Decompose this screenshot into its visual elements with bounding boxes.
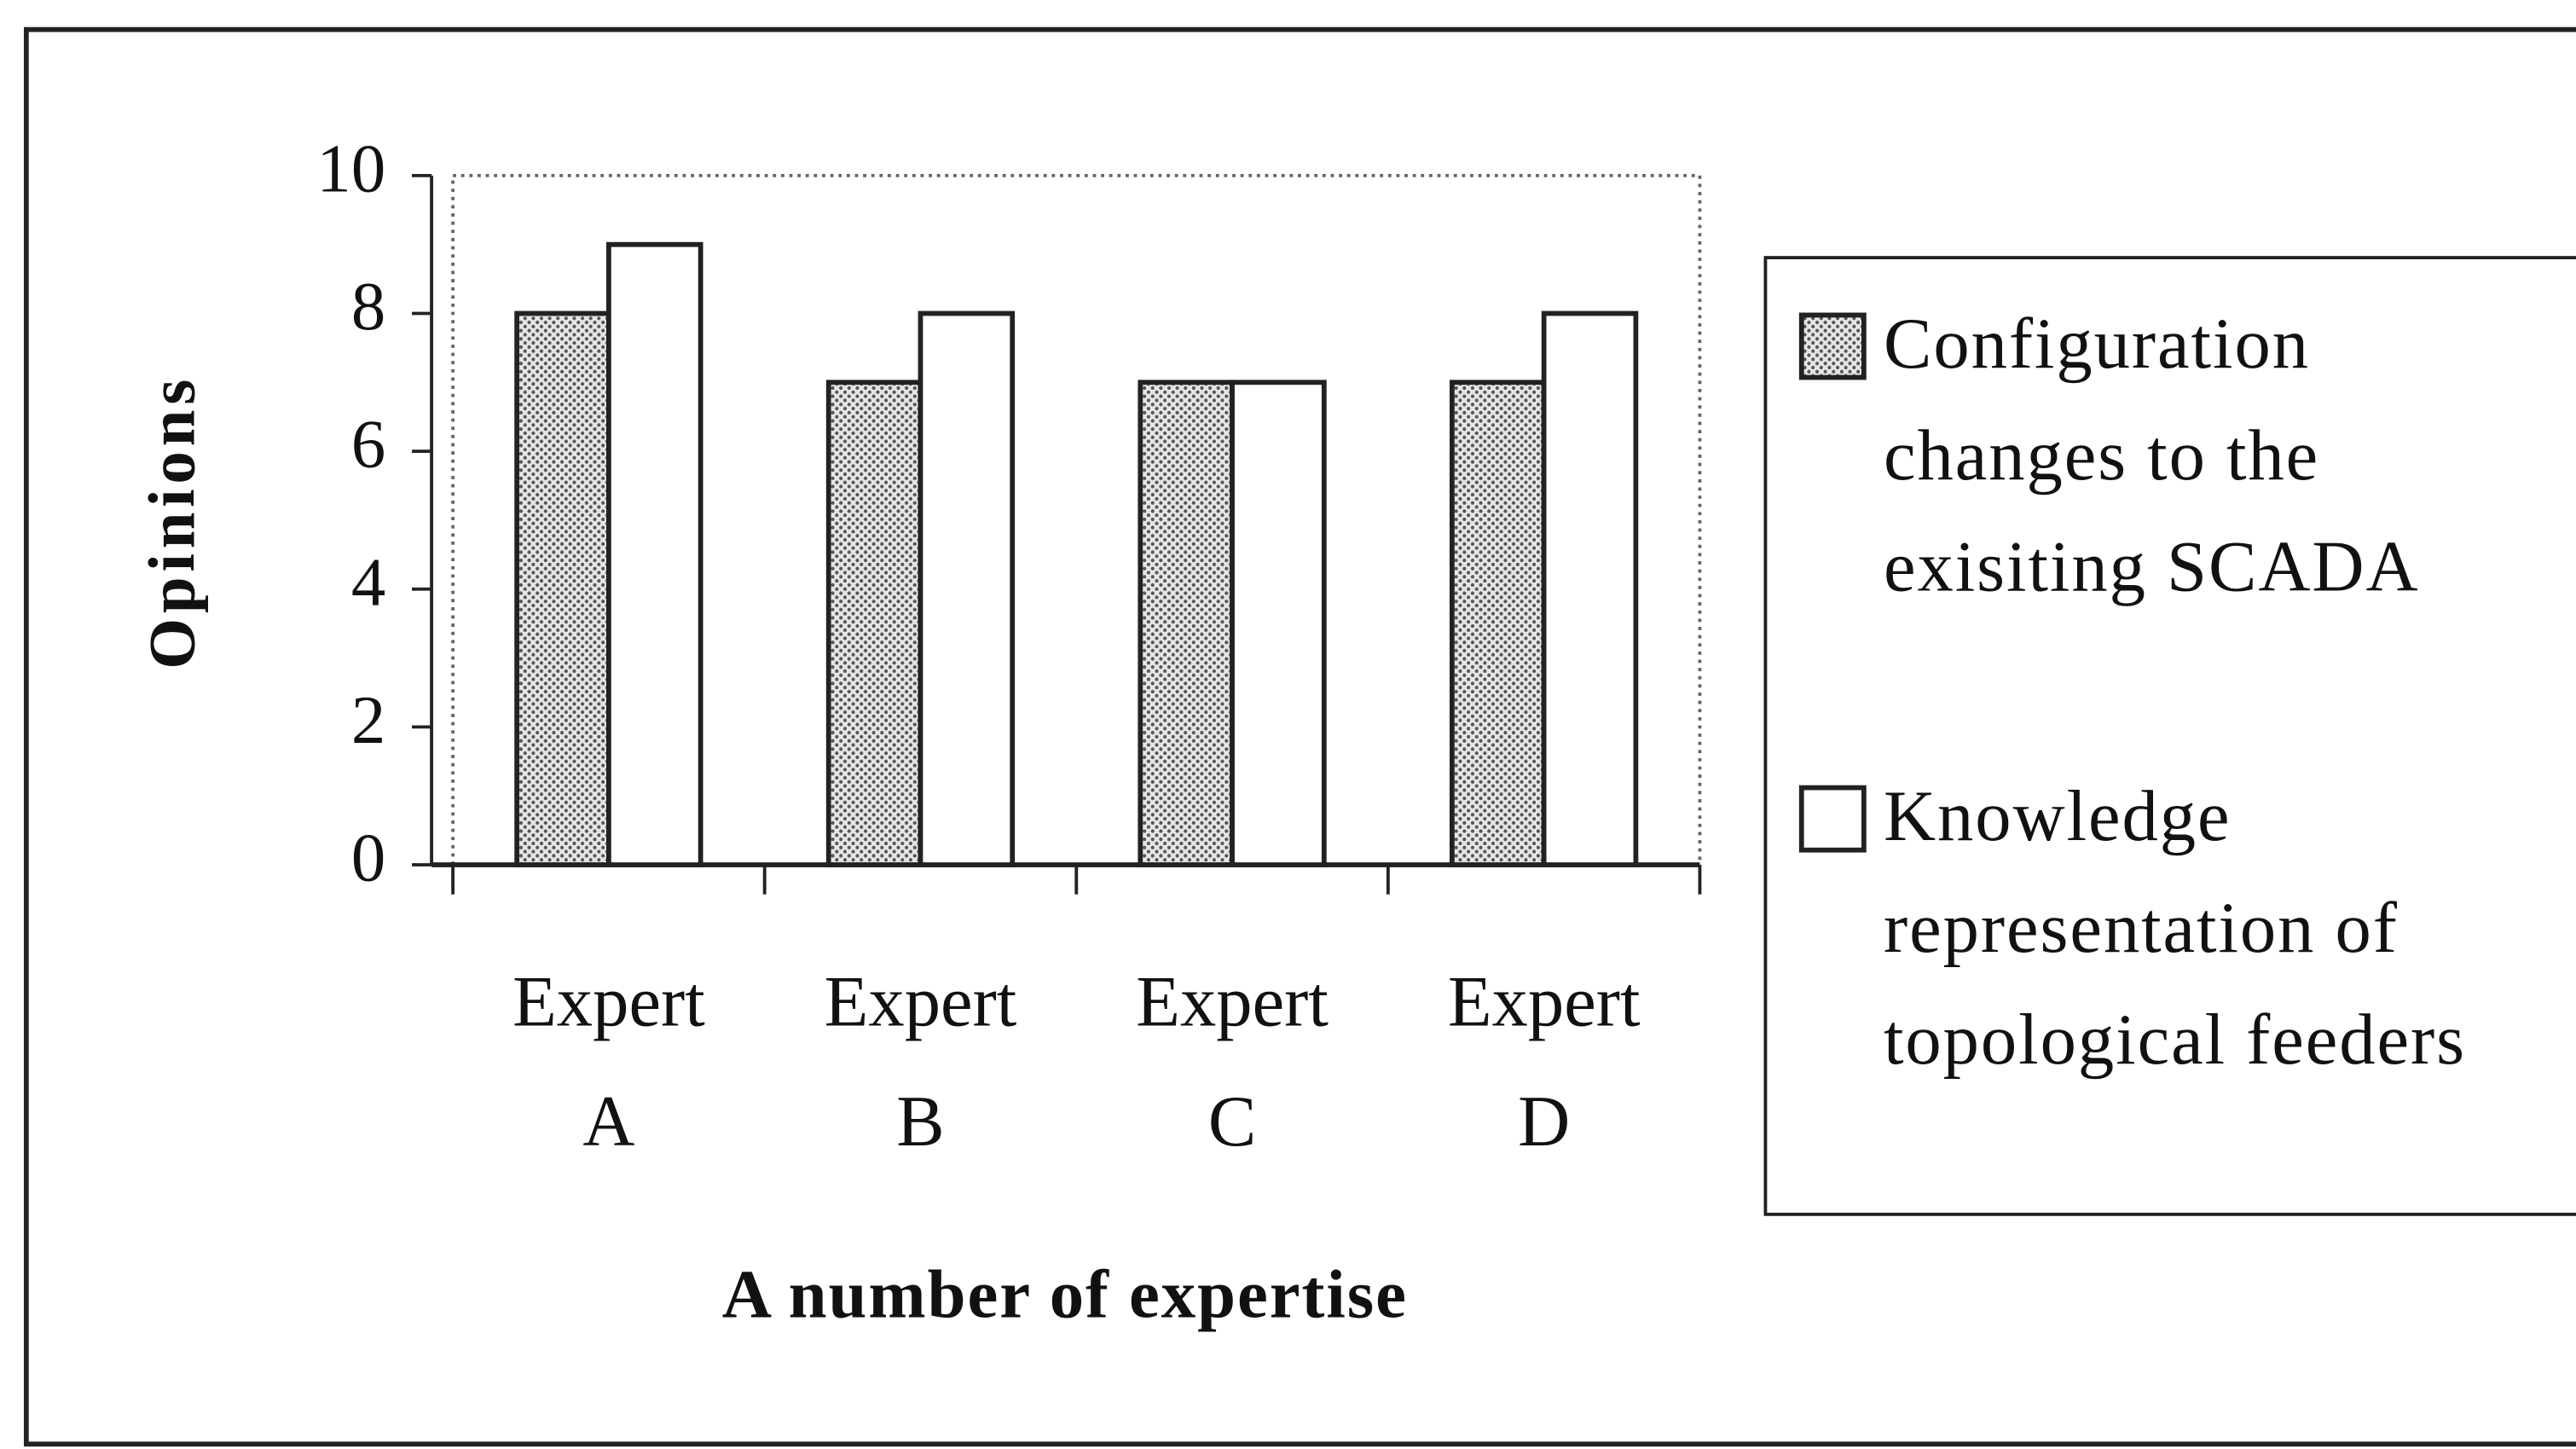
bar bbox=[1230, 380, 1327, 867]
y-tick-label: 2 bbox=[351, 682, 385, 758]
y-tick-label: 8 bbox=[351, 269, 385, 345]
legend-label: Configuration changes to the exisiting S… bbox=[1883, 303, 2420, 607]
bar bbox=[606, 241, 703, 867]
y-tick-label: 0 bbox=[351, 820, 385, 896]
bar bbox=[825, 380, 923, 867]
bar bbox=[1450, 380, 1547, 867]
bar bbox=[514, 310, 611, 867]
bar bbox=[1541, 310, 1639, 867]
bar bbox=[1137, 380, 1235, 867]
x-tick-label: Expert D bbox=[1448, 963, 1641, 1162]
legend-swatch bbox=[1798, 312, 1867, 380]
y-tick-label: 6 bbox=[351, 407, 385, 483]
x-tick-label: Expert A bbox=[512, 963, 705, 1162]
y-axis-label: Opinions bbox=[135, 374, 208, 669]
x-axis-label: A number of expertise bbox=[722, 1256, 1408, 1332]
y-tick-label: 10 bbox=[316, 130, 385, 206]
y-tick-label: 4 bbox=[351, 544, 385, 620]
bar bbox=[918, 310, 1016, 867]
legend-label-box: Knowledge representation of topological … bbox=[1883, 776, 2466, 1081]
legend-label-box: Configuration changes to the exisiting S… bbox=[1883, 303, 2420, 607]
legend-swatch bbox=[1798, 785, 1867, 853]
legend-label: Knowledge representation of topological … bbox=[1883, 776, 2466, 1081]
x-tick-label: Expert C bbox=[1136, 963, 1329, 1162]
legend-box bbox=[1763, 256, 2576, 1216]
x-tick-label: Expert B bbox=[825, 963, 1017, 1162]
